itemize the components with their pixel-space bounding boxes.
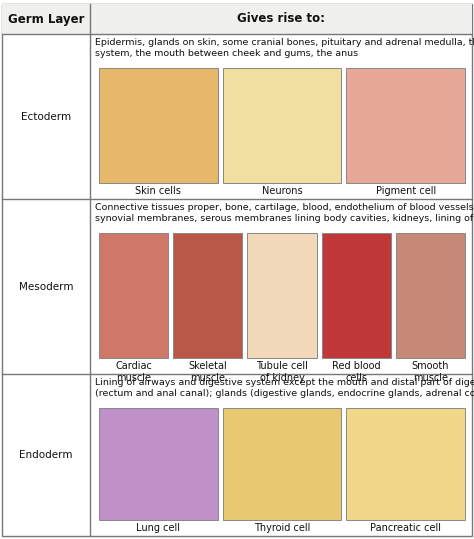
Text: Mesoderm: Mesoderm (19, 281, 73, 292)
Text: Ectoderm: Ectoderm (21, 112, 71, 121)
Bar (247, 233, 317, 358)
Text: Pigment cell: Pigment cell (375, 186, 436, 196)
Text: Gives rise to:: Gives rise to: (237, 12, 325, 25)
Bar (223, 408, 341, 520)
Text: Epidermis, glands on skin, some cranial bones, pituitary and adrenal medulla, th: Epidermis, glands on skin, some cranial … (95, 38, 474, 58)
Bar (99, 233, 168, 358)
Bar (99, 408, 218, 520)
Bar (99, 68, 218, 183)
Text: Skin cells: Skin cells (136, 186, 181, 196)
Bar (173, 233, 242, 358)
Text: Tubule cell
of kidney: Tubule cell of kidney (256, 361, 308, 383)
Text: Neurons: Neurons (262, 186, 302, 196)
Bar (346, 68, 465, 183)
Text: Smooth
muscle: Smooth muscle (411, 361, 449, 383)
Text: Endoderm: Endoderm (19, 450, 73, 460)
Text: Lung cell: Lung cell (137, 523, 180, 533)
Text: Lining of airways and digestive system except the mouth and distal part of diges: Lining of airways and digestive system e… (95, 378, 474, 398)
Bar (346, 408, 465, 520)
Text: Pancreatic cell: Pancreatic cell (370, 523, 441, 533)
Text: Germ Layer: Germ Layer (8, 12, 84, 25)
Bar (321, 233, 391, 358)
Text: Cardiac
muscle: Cardiac muscle (115, 361, 152, 383)
Text: Thyroid cell: Thyroid cell (254, 523, 310, 533)
Text: Connective tissues proper, bone, cartilage, blood, endothelium of blood vessels,: Connective tissues proper, bone, cartila… (95, 203, 474, 223)
Bar (396, 233, 465, 358)
Bar (2, 4, 472, 34)
Text: Skeletal
muscle: Skeletal muscle (189, 361, 227, 383)
Bar (223, 68, 341, 183)
Text: Red blood
cells: Red blood cells (332, 361, 381, 383)
